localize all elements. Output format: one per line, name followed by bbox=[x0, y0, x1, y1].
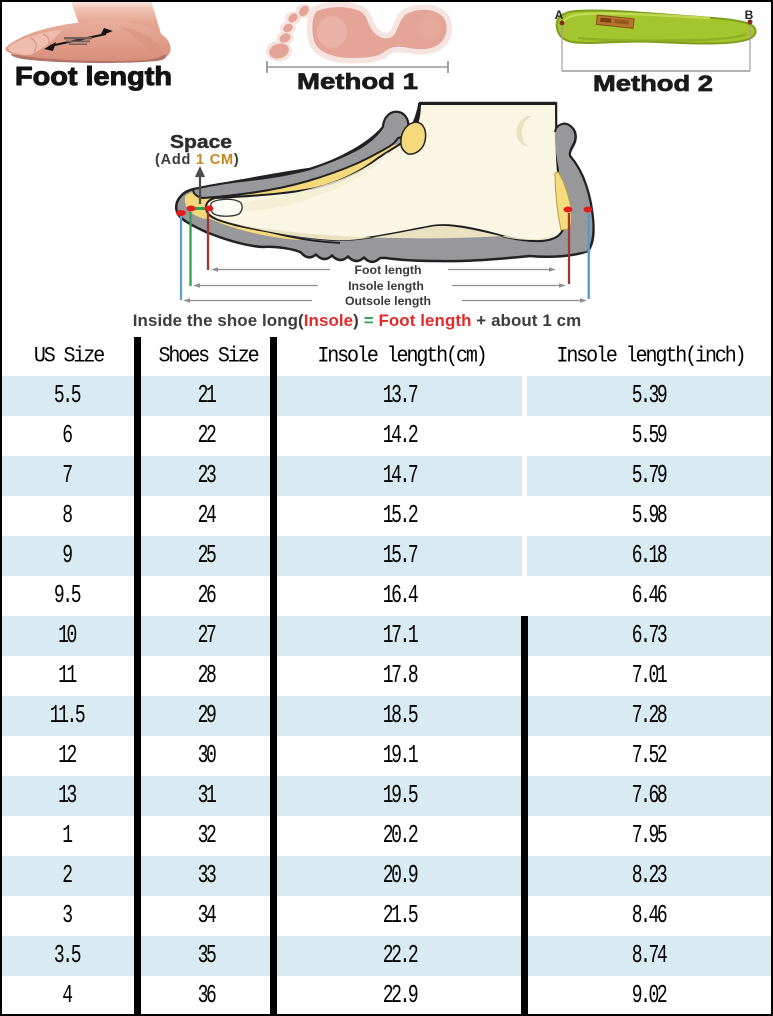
svg-text:Insole length: Insole length bbox=[348, 279, 424, 293]
svg-text:Method 1: Method 1 bbox=[297, 69, 418, 94]
svg-text:B: B bbox=[745, 8, 754, 22]
svg-text:Foot length: Foot length bbox=[15, 61, 172, 91]
svg-text:Foot length: Foot length bbox=[355, 263, 422, 277]
svg-text:A: A bbox=[555, 8, 564, 22]
svg-text:Space: Space bbox=[170, 132, 232, 152]
svg-text:(Add 1 CM): (Add 1 CM) bbox=[155, 152, 240, 168]
svg-text:Outsole length: Outsole length bbox=[345, 294, 431, 308]
svg-text:Method 2: Method 2 bbox=[593, 71, 713, 96]
